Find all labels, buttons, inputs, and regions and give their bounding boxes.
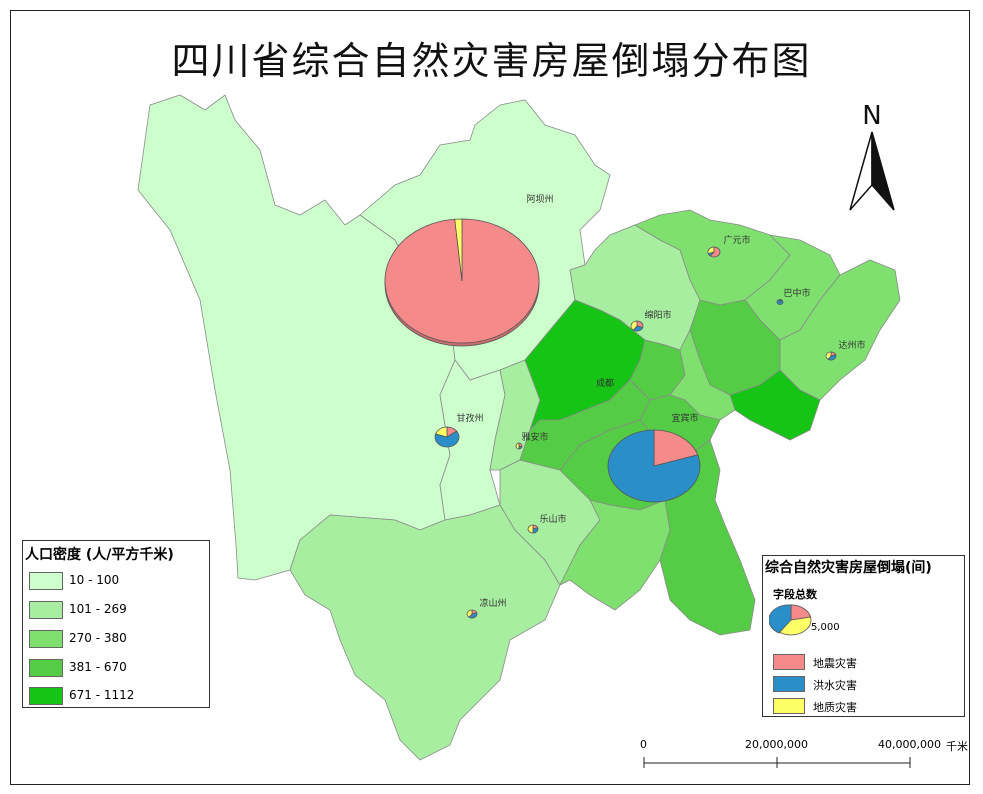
swatch-geologic bbox=[773, 698, 805, 714]
pie-yibin-slice bbox=[653, 429, 699, 467]
city-label: 乐山市 bbox=[539, 513, 566, 525]
population-legend-title: 人口密度 (人/平方千米) bbox=[25, 547, 174, 563]
scale-bar bbox=[643, 757, 911, 768]
pie-guangyuan-slice bbox=[707, 246, 715, 255]
pie-liangshan-slice bbox=[466, 609, 473, 618]
city-label: 阿坝州 bbox=[526, 194, 553, 205]
legend-pie-icon bbox=[769, 604, 812, 636]
label-earthquake: 地震灾害 bbox=[813, 657, 857, 670]
population-density-legend: 人口密度 (人/平方千米) 10 - 100 101 - 269 270 - 3… bbox=[22, 540, 210, 708]
legend-swatch-2 bbox=[29, 601, 63, 619]
label-flood: 洪水灾害 bbox=[813, 679, 857, 692]
label-geologic: 地质灾害 bbox=[813, 701, 857, 714]
legend-label-5: 671 - 1112 bbox=[69, 688, 135, 702]
pie-ganzi-slice bbox=[435, 426, 448, 438]
city-label: 绵阳市 bbox=[644, 309, 671, 321]
scale-label-40m: 40,000,000 bbox=[878, 738, 941, 751]
region-dazhou bbox=[779, 259, 901, 401]
pie-yibin-slice bbox=[607, 429, 701, 503]
disaster-legend: 综合自然灾害房屋倒塌(间) 字段总数 5,000 地震灾害 洪水灾害 地质灾害 bbox=[762, 555, 965, 717]
map-title: 四川省综合自然灾害房屋倒塌分布图 bbox=[171, 39, 812, 83]
city-label: 成都 bbox=[596, 377, 614, 389]
pie-ganzi-slice bbox=[434, 430, 460, 448]
north-arrow: N bbox=[849, 101, 895, 211]
scale-label-20m: 20,000,000 bbox=[745, 738, 808, 751]
pie-leshan-slice bbox=[527, 524, 534, 534]
city-label: 甘孜州 bbox=[456, 412, 483, 424]
pie-aba-slice bbox=[454, 218, 463, 282]
city-label: 达州市 bbox=[838, 339, 865, 351]
legend-swatch-5 bbox=[29, 687, 63, 705]
region-yibin bbox=[559, 499, 671, 611]
pie-mianyang-slice bbox=[630, 320, 638, 331]
city-label: 宜宾市 bbox=[671, 412, 698, 424]
legend-swatch-4 bbox=[29, 659, 63, 677]
city-label: 巴中市 bbox=[783, 287, 810, 299]
legend-label-2: 101 - 269 bbox=[69, 602, 127, 616]
pie-size-label: 5,000 bbox=[811, 622, 840, 633]
region-ganzi bbox=[137, 94, 456, 581]
north-label: N bbox=[862, 101, 881, 131]
disaster-legend-title: 综合自然灾害房屋倒塌(间) bbox=[765, 560, 932, 576]
swatch-earthquake bbox=[773, 654, 805, 670]
city-label: 凉山州 bbox=[479, 597, 506, 609]
region-liangshan bbox=[289, 504, 561, 761]
scale-label-0: 0 bbox=[640, 738, 647, 751]
north-arrow-right bbox=[871, 131, 895, 211]
legend-swatch-3 bbox=[29, 630, 63, 648]
legend-label-3: 270 - 380 bbox=[69, 631, 127, 645]
region-guangan bbox=[729, 369, 821, 441]
pie-dazhou-slice bbox=[825, 351, 832, 360]
pie-yaan-slice bbox=[515, 442, 520, 450]
scale-unit: 千米 bbox=[946, 740, 968, 753]
legend-swatch-1 bbox=[29, 572, 63, 590]
region-suining bbox=[669, 328, 736, 421]
field-total-label: 字段总数 bbox=[773, 588, 817, 601]
legend-label-1: 10 - 100 bbox=[69, 573, 120, 587]
pie-bazhong-slice bbox=[776, 299, 784, 305]
north-arrow-left bbox=[849, 131, 873, 211]
city-label: 雅安市 bbox=[521, 431, 548, 443]
map-frame bbox=[10, 10, 970, 785]
city-label: 广元市 bbox=[723, 234, 750, 246]
pie-guangyuan-slice bbox=[709, 246, 721, 258]
swatch-flood bbox=[773, 676, 805, 692]
legend-label-4: 381 - 670 bbox=[69, 660, 127, 674]
